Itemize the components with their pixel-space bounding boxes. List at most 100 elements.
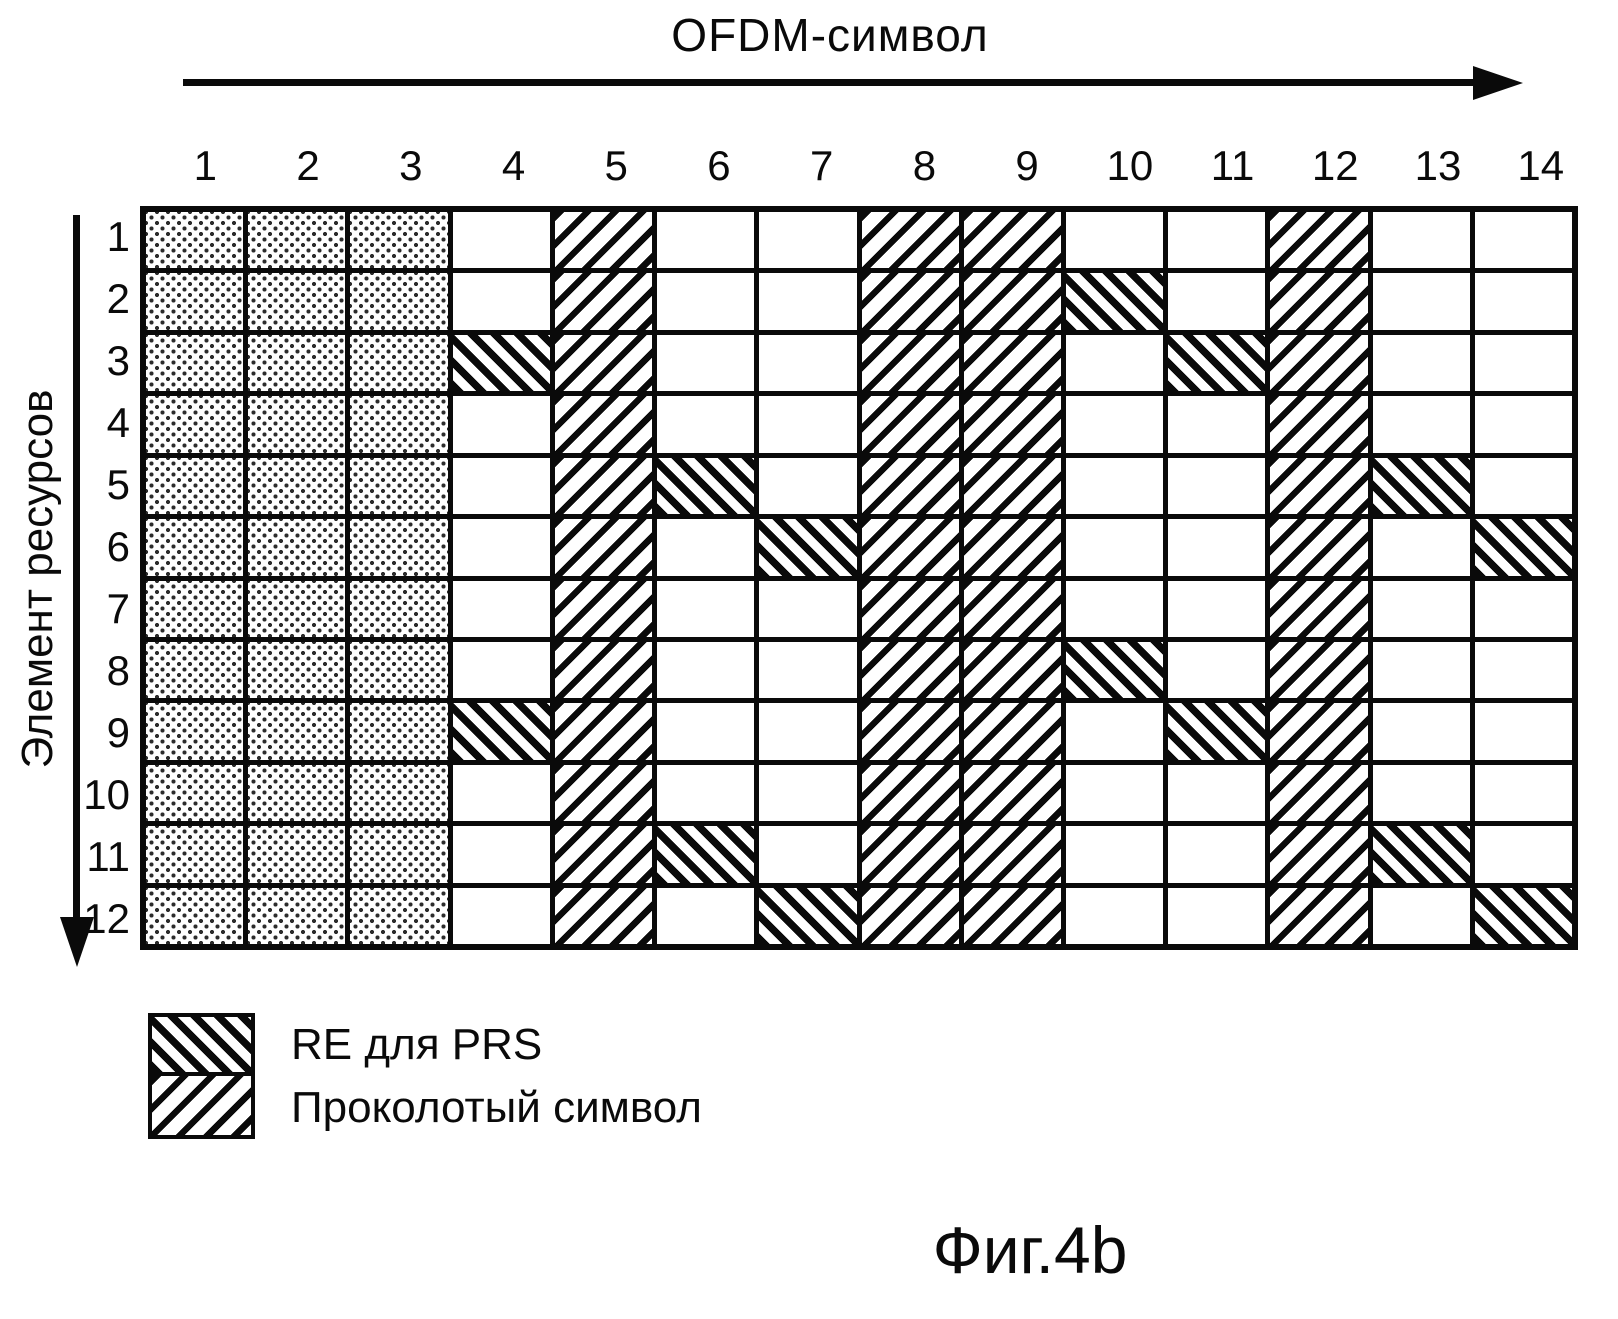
- grid-cell: [1474, 826, 1572, 883]
- grid-cell: [861, 519, 959, 576]
- grid-cell: [350, 703, 448, 760]
- grid-cell: [1474, 887, 1572, 944]
- grid-cell: [861, 580, 959, 637]
- grid-cell: [759, 580, 857, 637]
- grid-cell: [759, 826, 857, 883]
- grid-cell: [350, 273, 448, 330]
- grid-cell: [861, 212, 959, 269]
- grid-cell: [963, 703, 1061, 760]
- row-label: 4: [106, 399, 130, 446]
- grid-cell: [657, 826, 755, 883]
- grid-cell: [657, 887, 755, 944]
- column-header: 6: [707, 142, 731, 189]
- grid-cell: [861, 826, 959, 883]
- grid-cell: [248, 580, 346, 637]
- row-label: 3: [106, 337, 130, 384]
- resource-grid: [140, 206, 1578, 950]
- column-header: 7: [809, 142, 834, 189]
- grid-cell: [554, 826, 653, 883]
- grid-cell: [554, 887, 653, 944]
- grid-cell: [963, 641, 1061, 699]
- grid-cell: [1168, 212, 1266, 269]
- grid-cell: [963, 212, 1061, 269]
- row-label: 10: [83, 771, 130, 818]
- grid-cell: [350, 887, 448, 944]
- grid-cell: [146, 580, 244, 637]
- grid-cell: [759, 641, 857, 699]
- grid-cell: [657, 580, 755, 637]
- grid-cell: [1065, 212, 1164, 269]
- grid-cell: [1168, 334, 1266, 392]
- grid-cell: [1168, 703, 1266, 760]
- grid-cell: [1065, 519, 1164, 576]
- grid-cell: [657, 457, 755, 515]
- grid-cell: [657, 764, 755, 822]
- grid-cell: [657, 396, 755, 453]
- grid-cell: [1168, 396, 1266, 453]
- grid-cell: [1065, 826, 1164, 883]
- grid-cell: [1474, 580, 1572, 637]
- grid-cell: [1474, 457, 1572, 515]
- grid-cell: [350, 826, 448, 883]
- grid-cell: [1372, 641, 1470, 699]
- grid-cell: [1270, 212, 1368, 269]
- column-header: 4: [501, 142, 526, 189]
- grid-cell: [350, 396, 448, 453]
- grid-cell: [963, 519, 1061, 576]
- grid-cell: [759, 273, 857, 330]
- grid-cell: [248, 703, 346, 760]
- column-header: 5: [604, 142, 628, 189]
- grid-cell: [963, 580, 1061, 637]
- grid-cell: [1372, 334, 1470, 392]
- grid-cell: [1065, 887, 1164, 944]
- grid-cell: [861, 764, 959, 822]
- row-label: 9: [106, 709, 130, 756]
- grid-cell: [554, 396, 653, 453]
- grid-cell: [248, 519, 346, 576]
- grid-cell: [554, 273, 653, 330]
- grid-cell: [452, 519, 550, 576]
- grid-cell: [146, 519, 244, 576]
- grid-cell: [146, 764, 244, 822]
- grid-cell: [759, 212, 857, 269]
- grid-cell: [452, 334, 550, 392]
- grid-cell: [759, 703, 857, 760]
- grid-cell: [452, 273, 550, 330]
- grid-cell: [452, 212, 550, 269]
- grid-cell: [1270, 641, 1368, 699]
- grid-cell: [554, 519, 653, 576]
- grid-cell: [248, 396, 346, 453]
- column-header: 3: [399, 142, 423, 189]
- grid-cell: [1065, 580, 1164, 637]
- x-axis-arrow-line: [183, 79, 1475, 86]
- grid-cell: [1065, 273, 1164, 330]
- y-axis-arrow-head-icon: [60, 917, 94, 967]
- grid-cell: [146, 887, 244, 944]
- grid-cell: [452, 641, 550, 699]
- grid-cell: [146, 273, 244, 330]
- grid-cell: [861, 273, 959, 330]
- grid-cell: [248, 212, 346, 269]
- grid-cell: [1065, 457, 1164, 515]
- grid-cell: [963, 396, 1061, 453]
- grid-cell: [146, 334, 244, 392]
- grid-cell: [657, 641, 755, 699]
- row-label: 6: [106, 523, 130, 570]
- grid-cell: [1474, 641, 1572, 699]
- row-label: 2: [106, 275, 130, 322]
- row-label: 12: [83, 895, 130, 942]
- grid-cell: [1270, 519, 1368, 576]
- grid-cell: [146, 641, 244, 699]
- grid-cell: [248, 641, 346, 699]
- grid-cell: [1270, 396, 1368, 453]
- column-header: 8: [912, 142, 937, 189]
- grid-cell: [1474, 703, 1572, 760]
- grid-cell: [1168, 519, 1266, 576]
- grid-cell: [1372, 764, 1470, 822]
- grid-cell: [554, 334, 653, 392]
- grid-cell: [1168, 764, 1266, 822]
- grid-cell: [452, 826, 550, 883]
- grid-cell: [1065, 641, 1164, 699]
- grid-cell: [350, 457, 448, 515]
